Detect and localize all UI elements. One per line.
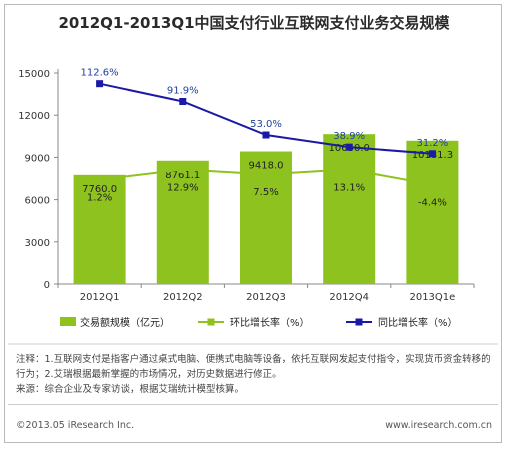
legend-marker-yoy bbox=[355, 318, 363, 326]
yoy-point bbox=[179, 98, 187, 106]
mom-point bbox=[96, 176, 104, 184]
copyright: ©2013.05 iResearch Inc. bbox=[16, 420, 135, 431]
y-tick-label: 12000 bbox=[18, 111, 50, 122]
mom-point bbox=[179, 166, 187, 174]
bar-value-label: 7760.0 bbox=[82, 184, 117, 195]
yoy-point bbox=[96, 80, 104, 88]
notes: 注释：1.互联网支付是指客户通过桌式电脑、便携式电脑等设备，依托互联网发起支付指… bbox=[16, 352, 492, 397]
yoy-value-label: 38.9% bbox=[333, 131, 365, 142]
bar-value-label: 8761.1 bbox=[165, 170, 200, 181]
legend-swatch-volume bbox=[60, 317, 76, 326]
mom-point bbox=[428, 180, 436, 188]
bar bbox=[406, 140, 459, 284]
bar bbox=[323, 134, 376, 284]
y-tick-label: 6000 bbox=[25, 196, 50, 207]
legend-label-mom: 环比增长率（%） bbox=[230, 316, 310, 329]
mom-value-label: 1.2% bbox=[87, 193, 112, 204]
y-tick-label: 0 bbox=[44, 280, 50, 291]
x-tick-label: 2012Q2 bbox=[163, 292, 203, 303]
x-tick-label: 2012Q3 bbox=[246, 292, 286, 303]
chart-title: 2012Q1-2013Q1中国支付行业互联网支付业务交易规模 bbox=[58, 14, 450, 32]
yoy-point bbox=[428, 150, 436, 158]
yoy-value-label: 112.6% bbox=[81, 68, 119, 79]
legend-label-volume: 交易额规模（亿元） bbox=[80, 316, 170, 329]
mom-point bbox=[262, 170, 270, 178]
yoy-value-label: 31.2% bbox=[417, 138, 449, 149]
y-tick-label: 3000 bbox=[25, 238, 50, 249]
y-tick-label: 15000 bbox=[18, 69, 50, 80]
mom-value-label: 12.9% bbox=[167, 183, 199, 194]
mom-value-label: -4.4% bbox=[418, 197, 447, 208]
bar bbox=[156, 160, 209, 284]
x-tick-label: 2013Q1e bbox=[409, 292, 455, 303]
legend-label-yoy: 同比增长率（%） bbox=[378, 316, 458, 329]
bar bbox=[73, 174, 126, 284]
yoy-point bbox=[262, 131, 270, 139]
yoy-value-label: 91.9% bbox=[167, 86, 199, 97]
website-url: www.iresearch.com.cn bbox=[385, 420, 492, 431]
bar-value-label: 9418.0 bbox=[249, 161, 284, 172]
source-text: 来源：综合企业及专家访谈，根据艾瑞统计模型核算。 bbox=[16, 384, 245, 395]
y-tick-label: 9000 bbox=[25, 153, 50, 164]
mom-value-label: 13.1% bbox=[333, 182, 365, 193]
x-tick-label: 2012Q4 bbox=[329, 292, 369, 303]
x-tick-label: 2012Q1 bbox=[80, 292, 120, 303]
yoy-value-label: 53.0% bbox=[250, 119, 282, 130]
note-text: 注释：1.互联网支付是指客户通过桌式电脑、便携式电脑等设备，依托互联网发起支付指… bbox=[16, 354, 491, 380]
mom-value-label: 7.5% bbox=[253, 187, 278, 198]
footer-divider bbox=[8, 404, 498, 405]
mom-point bbox=[345, 165, 353, 173]
yoy-point bbox=[345, 143, 353, 151]
legend-marker-mom bbox=[207, 318, 215, 326]
